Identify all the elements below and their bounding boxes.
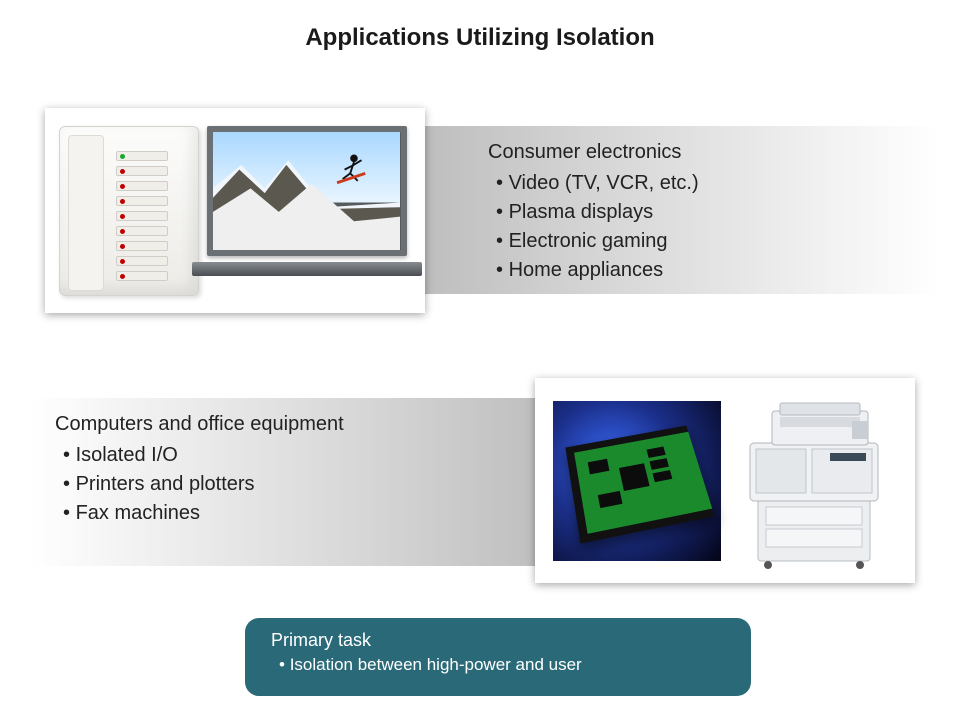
tv-screen-image bbox=[213, 132, 401, 254]
alarm-panel-icon bbox=[59, 126, 199, 296]
section2-bullet-list: Isolated I/O Printers and plotters Fax m… bbox=[55, 441, 475, 528]
section1-bullet-list: Video (TV, VCR, etc.) Plasma displays El… bbox=[488, 169, 908, 285]
section1-bullet: Home appliances bbox=[488, 256, 908, 285]
section2-image-card bbox=[535, 378, 915, 583]
section1-bullet: Electronic gaming bbox=[488, 227, 908, 256]
section2-heading: Computers and office equipment bbox=[55, 413, 344, 435]
section2-bullet: Fax machines bbox=[55, 499, 475, 528]
footer-callout: Primary task Isolation between high-powe… bbox=[245, 618, 751, 696]
section1-image-card bbox=[45, 108, 425, 313]
section2-bullet: Printers and plotters bbox=[55, 470, 475, 499]
footer-bullet: Isolation between high-power and user bbox=[271, 653, 725, 677]
section2-text: Computers and office equipment Isolated … bbox=[55, 410, 475, 528]
office-copier-icon bbox=[732, 391, 897, 571]
section1-bullet: Plasma displays bbox=[488, 198, 908, 227]
section1-text: Consumer electronics Video (TV, VCR, etc… bbox=[488, 138, 908, 285]
footer-bullet-list: Isolation between high-power and user bbox=[271, 653, 725, 677]
section1-heading: Consumer electronics bbox=[488, 141, 681, 163]
section2-bullet: Isolated I/O bbox=[55, 441, 475, 470]
pcb-image bbox=[553, 401, 721, 561]
section1-bullet: Video (TV, VCR, etc.) bbox=[488, 169, 908, 198]
slide-title: Applications Utilizing Isolation bbox=[0, 24, 960, 52]
plasma-tv-icon bbox=[202, 126, 412, 296]
footer-heading: Primary task bbox=[271, 628, 725, 653]
